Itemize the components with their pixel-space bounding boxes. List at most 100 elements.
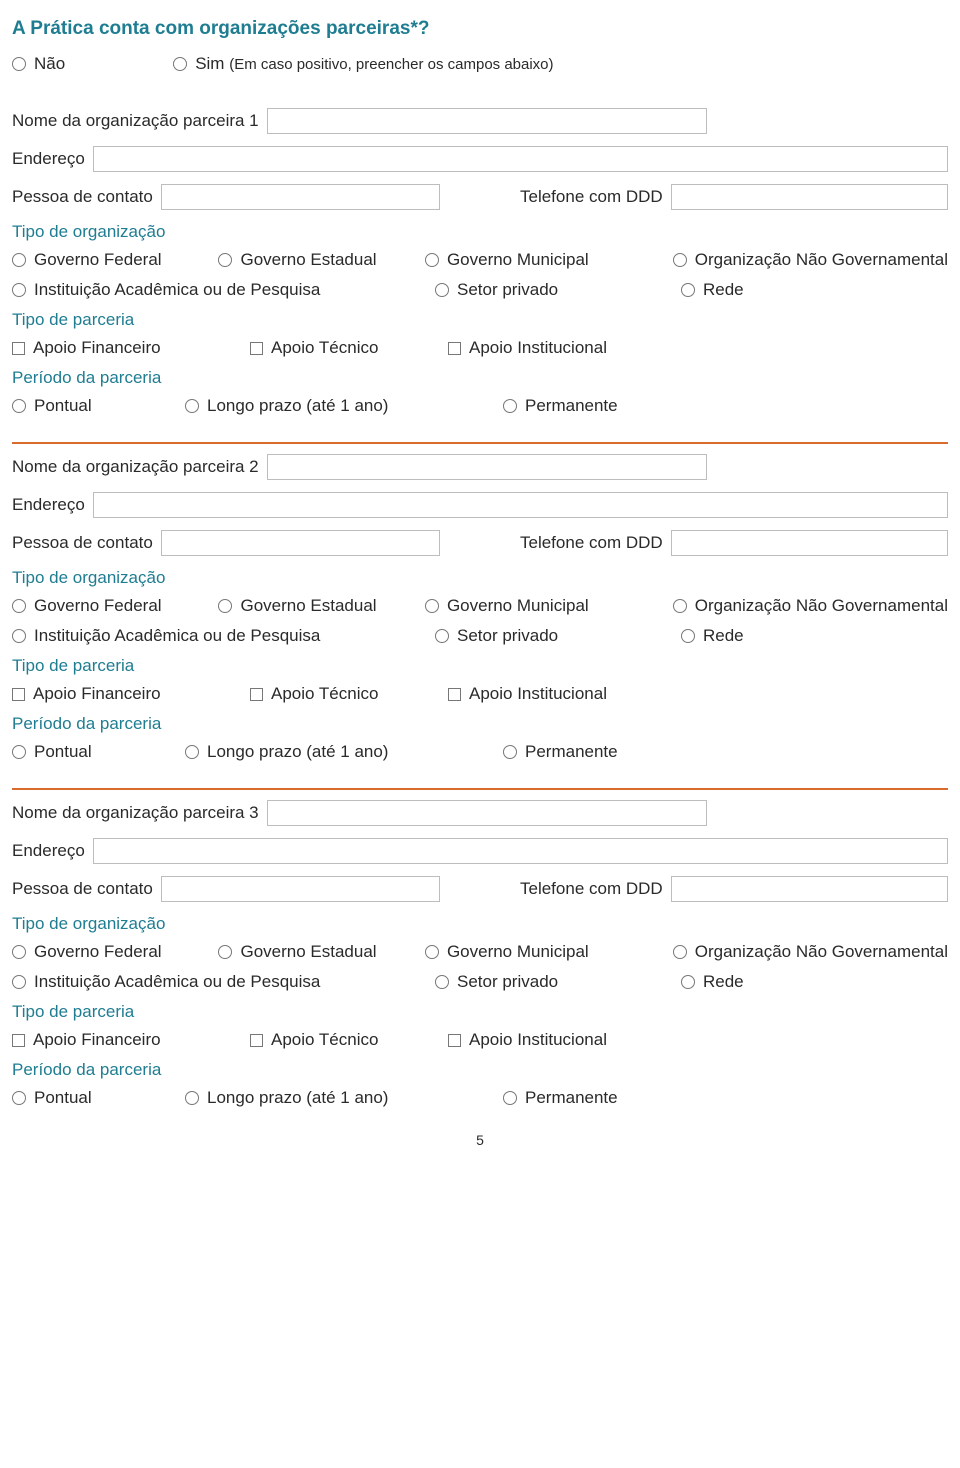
partner-name-input[interactable] bbox=[267, 800, 707, 826]
radio-gov-municipal[interactable]: Governo Municipal bbox=[425, 596, 645, 616]
check-financeiro[interactable]: Apoio Financeiro bbox=[12, 338, 222, 358]
check-institucional[interactable]: Apoio Institucional bbox=[448, 1030, 607, 1050]
radio-ong[interactable]: Organização Não Governamental bbox=[673, 250, 948, 270]
checkbox-icon bbox=[448, 688, 461, 701]
radio-gov-estadual[interactable]: Governo Estadual bbox=[218, 596, 396, 616]
opt-label: Governo Municipal bbox=[447, 250, 589, 270]
radio-yes[interactable]: Sim (Em caso positivo, preencher os camp… bbox=[173, 54, 553, 74]
opt-label: Rede bbox=[703, 280, 744, 300]
radio-permanente[interactable]: Permanente bbox=[503, 1088, 618, 1108]
contato-input[interactable] bbox=[161, 876, 440, 902]
radio-no[interactable]: Não bbox=[12, 54, 65, 74]
radio-icon bbox=[12, 599, 26, 613]
opt-label: Governo Estadual bbox=[240, 596, 376, 616]
check-tecnico[interactable]: Apoio Técnico bbox=[250, 338, 420, 358]
opt-label: Setor privado bbox=[457, 280, 558, 300]
radio-icon bbox=[673, 253, 687, 267]
radio-gov-federal[interactable]: Governo Federal bbox=[12, 250, 190, 270]
check-financeiro[interactable]: Apoio Financeiro bbox=[12, 1030, 222, 1050]
partner-name-input[interactable] bbox=[267, 454, 707, 480]
check-financeiro[interactable]: Apoio Financeiro bbox=[12, 684, 222, 704]
radio-ong[interactable]: Organização Não Governamental bbox=[673, 596, 948, 616]
radio-icon bbox=[173, 57, 187, 71]
checkbox-icon bbox=[12, 688, 25, 701]
telefone-label: Telefone com DDD bbox=[520, 187, 663, 207]
opt-label: Apoio Financeiro bbox=[33, 1030, 161, 1050]
radio-gov-federal[interactable]: Governo Federal bbox=[12, 596, 190, 616]
checkbox-icon bbox=[250, 1034, 263, 1047]
checkbox-icon bbox=[250, 342, 263, 355]
radio-rede[interactable]: Rede bbox=[681, 972, 744, 992]
endereco-input[interactable] bbox=[93, 146, 948, 172]
opt-label: Governo Estadual bbox=[240, 942, 376, 962]
opt-label: Rede bbox=[703, 972, 744, 992]
checkbox-icon bbox=[250, 688, 263, 701]
radio-permanente[interactable]: Permanente bbox=[503, 742, 618, 762]
radio-gov-municipal[interactable]: Governo Municipal bbox=[425, 942, 645, 962]
opt-label: Apoio Institucional bbox=[469, 684, 607, 704]
radio-longo[interactable]: Longo prazo (até 1 ano) bbox=[185, 742, 475, 762]
check-tecnico[interactable]: Apoio Técnico bbox=[250, 1030, 420, 1050]
contato-label: Pessoa de contato bbox=[12, 879, 153, 899]
opt-label: Instituição Acadêmica ou de Pesquisa bbox=[34, 626, 320, 646]
divider bbox=[12, 788, 948, 790]
telefone-input[interactable] bbox=[671, 184, 948, 210]
radio-academica[interactable]: Instituição Acadêmica ou de Pesquisa bbox=[12, 626, 407, 646]
telefone-input[interactable] bbox=[671, 530, 948, 556]
radio-icon bbox=[425, 945, 439, 959]
radio-pontual[interactable]: Pontual bbox=[12, 742, 157, 762]
tipo-parceria-head: Tipo de parceria bbox=[12, 1002, 948, 1022]
radio-icon bbox=[503, 745, 517, 759]
radio-academica[interactable]: Instituição Acadêmica ou de Pesquisa bbox=[12, 280, 407, 300]
partner-name-label: Nome da organização parceira 2 bbox=[12, 457, 259, 477]
radio-privado[interactable]: Setor privado bbox=[435, 626, 653, 646]
check-institucional[interactable]: Apoio Institucional bbox=[448, 684, 607, 704]
radio-gov-estadual[interactable]: Governo Estadual bbox=[218, 942, 396, 962]
contato-input[interactable] bbox=[161, 184, 440, 210]
radio-ong[interactable]: Organização Não Governamental bbox=[673, 942, 948, 962]
opt-label: Longo prazo (até 1 ano) bbox=[207, 742, 388, 762]
radio-longo[interactable]: Longo prazo (até 1 ano) bbox=[185, 1088, 475, 1108]
partner-name-label: Nome da organização parceira 1 bbox=[12, 111, 259, 131]
radio-privado[interactable]: Setor privado bbox=[435, 972, 653, 992]
radio-longo[interactable]: Longo prazo (até 1 ano) bbox=[185, 396, 475, 416]
radio-privado[interactable]: Setor privado bbox=[435, 280, 653, 300]
endereco-input[interactable] bbox=[93, 838, 948, 864]
radio-icon bbox=[435, 283, 449, 297]
endereco-label: Endereço bbox=[12, 495, 85, 515]
opt-label: Organização Não Governamental bbox=[695, 596, 948, 616]
radio-permanente[interactable]: Permanente bbox=[503, 396, 618, 416]
opt-label: Rede bbox=[703, 626, 744, 646]
radio-academica[interactable]: Instituição Acadêmica ou de Pesquisa bbox=[12, 972, 407, 992]
contato-label: Pessoa de contato bbox=[12, 533, 153, 553]
radio-icon bbox=[218, 253, 232, 267]
partner-block-1: Nome da organização parceira 1 Endereço … bbox=[12, 108, 948, 416]
divider bbox=[12, 442, 948, 444]
tipo-org-head: Tipo de organização bbox=[12, 914, 948, 934]
opt-label: Governo Municipal bbox=[447, 942, 589, 962]
check-institucional[interactable]: Apoio Institucional bbox=[448, 338, 607, 358]
partner-block-2: Nome da organização parceira 2 Endereço … bbox=[12, 454, 948, 762]
opt-label: Apoio Institucional bbox=[469, 1030, 607, 1050]
radio-icon bbox=[185, 399, 199, 413]
contato-input[interactable] bbox=[161, 530, 440, 556]
radio-gov-federal[interactable]: Governo Federal bbox=[12, 942, 190, 962]
endereco-label: Endereço bbox=[12, 841, 85, 861]
radio-icon bbox=[425, 599, 439, 613]
periodo-head: Período da parceria bbox=[12, 1060, 948, 1080]
partner-block-3: Nome da organização parceira 3 Endereço … bbox=[12, 800, 948, 1108]
radio-pontual[interactable]: Pontual bbox=[12, 396, 157, 416]
radio-gov-municipal[interactable]: Governo Municipal bbox=[425, 250, 645, 270]
radio-pontual[interactable]: Pontual bbox=[12, 1088, 157, 1108]
radio-gov-estadual[interactable]: Governo Estadual bbox=[218, 250, 396, 270]
checkbox-icon bbox=[12, 1034, 25, 1047]
endereco-label: Endereço bbox=[12, 149, 85, 169]
radio-icon bbox=[503, 1091, 517, 1105]
partner-name-input[interactable] bbox=[267, 108, 707, 134]
radio-rede[interactable]: Rede bbox=[681, 280, 744, 300]
endereco-input[interactable] bbox=[93, 492, 948, 518]
radio-rede[interactable]: Rede bbox=[681, 626, 744, 646]
telefone-input[interactable] bbox=[671, 876, 948, 902]
check-tecnico[interactable]: Apoio Técnico bbox=[250, 684, 420, 704]
tipo-org-head: Tipo de organização bbox=[12, 568, 948, 588]
